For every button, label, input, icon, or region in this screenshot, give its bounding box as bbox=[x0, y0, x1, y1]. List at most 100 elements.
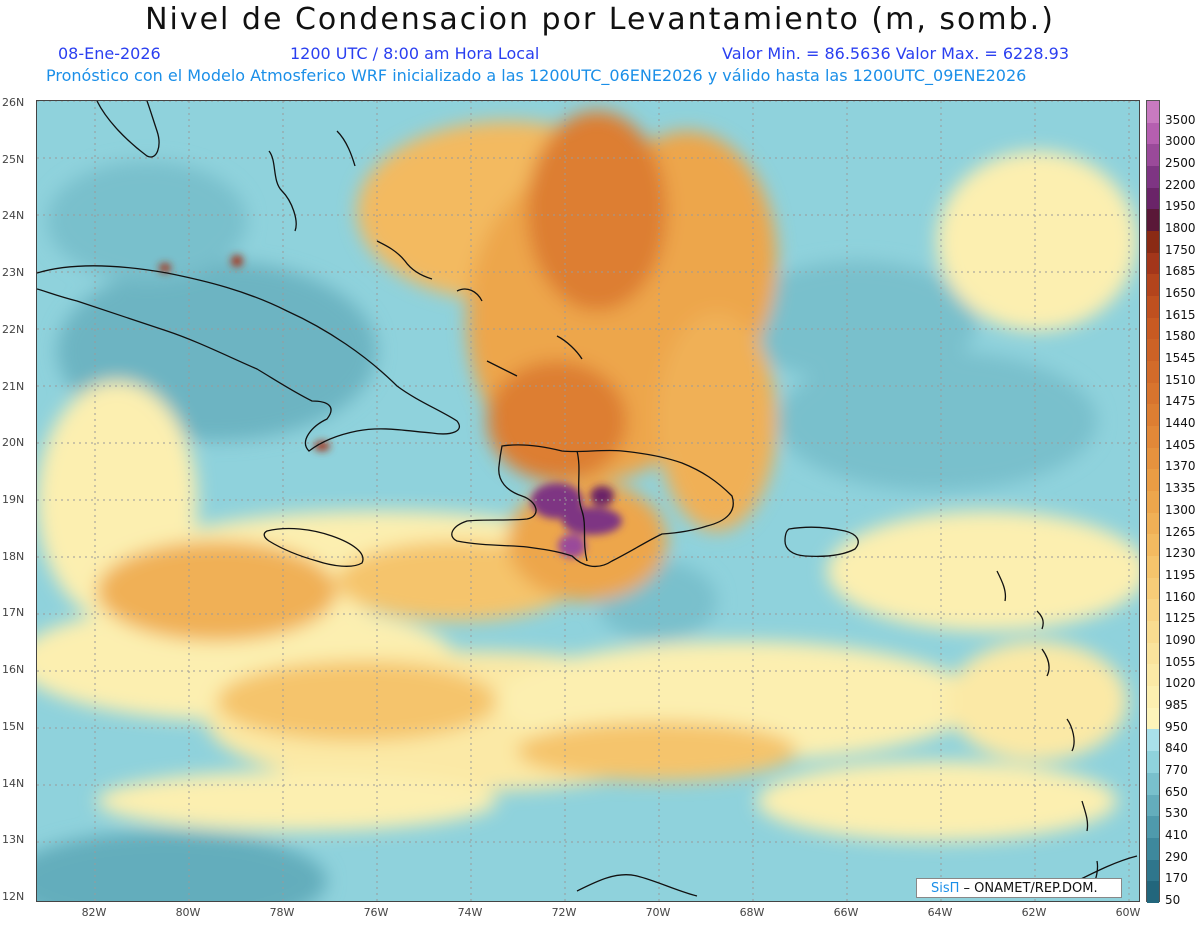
colorbar-segment bbox=[1147, 101, 1159, 123]
latitude-label: 21N bbox=[2, 379, 25, 393]
colorbar-label: 1510 bbox=[1165, 372, 1196, 387]
colorbar-segment bbox=[1147, 209, 1159, 232]
colorbar-label: 1300 bbox=[1165, 502, 1196, 517]
colorbar-segment bbox=[1147, 751, 1159, 773]
hispaniola-coast bbox=[451, 444, 734, 568]
colorbar-segment bbox=[1147, 816, 1159, 838]
latitude-label: 14N bbox=[2, 776, 25, 790]
colorbar-label: 530 bbox=[1165, 806, 1188, 821]
colorbar-label: 1615 bbox=[1165, 307, 1196, 322]
longitude-label: 66W bbox=[833, 906, 859, 919]
colorbar-label: 1750 bbox=[1165, 242, 1196, 257]
colorbar-segment bbox=[1147, 642, 1159, 665]
colorbar-label: 1020 bbox=[1165, 676, 1196, 691]
colorbar-segment bbox=[1147, 491, 1159, 513]
colorbar-segment bbox=[1147, 274, 1159, 297]
colorbar-segment bbox=[1147, 859, 1159, 882]
puerto-rico-coast bbox=[784, 526, 859, 557]
longitude-label: 68W bbox=[739, 906, 765, 919]
longitude-label: 76W bbox=[363, 906, 389, 919]
colorbar-label: 650 bbox=[1165, 784, 1188, 799]
latitude-label: 20N bbox=[2, 436, 25, 450]
longitude-label: 72W bbox=[551, 906, 577, 919]
map-canvas bbox=[36, 100, 1140, 902]
colorbar-segment bbox=[1147, 166, 1159, 188]
colorbar-segment bbox=[1147, 577, 1159, 600]
colorbar-segment bbox=[1147, 881, 1159, 903]
colorbar-segment bbox=[1147, 339, 1159, 362]
colorbar-segment bbox=[1147, 664, 1159, 687]
latitude-label: 12N bbox=[2, 890, 25, 903]
longitude-label: 70W bbox=[645, 906, 671, 919]
colorbar-segment bbox=[1147, 837, 1159, 860]
latitude-label: 26N bbox=[2, 96, 25, 109]
colorbar-label: 840 bbox=[1165, 741, 1188, 756]
colorbar-segment bbox=[1147, 729, 1159, 752]
colorbar-label: 1265 bbox=[1165, 524, 1196, 539]
colorbar-segment bbox=[1147, 469, 1159, 492]
latitude-label: 13N bbox=[2, 833, 25, 847]
colorbar-label: 3000 bbox=[1165, 134, 1196, 149]
colorbar-segment bbox=[1147, 404, 1159, 427]
colorbar-segment bbox=[1147, 621, 1159, 643]
latitude-label: 18N bbox=[2, 549, 25, 563]
latitude-label: 24N bbox=[2, 209, 25, 223]
date-label: 08-Ene-2026 bbox=[58, 44, 161, 63]
colorbar-label: 985 bbox=[1165, 697, 1188, 712]
colorbar-label: 2200 bbox=[1165, 177, 1196, 192]
latitude-label: 22N bbox=[2, 322, 25, 336]
colorbar-label: 1335 bbox=[1165, 481, 1196, 496]
colorbar-label: 410 bbox=[1165, 827, 1188, 842]
colorbar-label: 950 bbox=[1165, 719, 1188, 734]
latitude-label: 16N bbox=[2, 663, 25, 677]
colorbar-label: 1125 bbox=[1165, 611, 1196, 626]
colorbar bbox=[1146, 100, 1160, 903]
colorbar-label: 1545 bbox=[1165, 351, 1196, 366]
time-label: 1200 UTC / 8:00 am Hora Local bbox=[290, 44, 540, 63]
colorbar-segment bbox=[1147, 707, 1159, 730]
cuba-coast bbox=[37, 265, 460, 452]
longitude-label: 82W bbox=[81, 906, 107, 919]
colorbar-segment bbox=[1147, 187, 1159, 210]
colorbar-segment bbox=[1147, 686, 1159, 708]
colorbar-segment bbox=[1147, 361, 1159, 383]
longitude-label: 62W bbox=[1021, 906, 1047, 919]
value-range-label: Valor Min. = 86.5636 Valor Max. = 6228.9… bbox=[722, 44, 1070, 63]
antilles-coast bbox=[996, 570, 1099, 892]
map-field bbox=[37, 101, 1139, 901]
longitude-label: 78W bbox=[269, 906, 295, 919]
credit-box: SisΠ – ONAMET/REP.DOM. bbox=[916, 878, 1122, 898]
colorbar-segment bbox=[1147, 426, 1159, 448]
colorbar-segment bbox=[1147, 447, 1159, 470]
colorbar-label: 1685 bbox=[1165, 264, 1196, 279]
colorbar-label: 770 bbox=[1165, 762, 1188, 777]
colorbar-segment bbox=[1147, 534, 1159, 557]
page-title: Nivel de Condensacion por Levantamiento … bbox=[145, 2, 1055, 37]
colorbar-label: 1090 bbox=[1165, 632, 1196, 647]
longitude-label: 64W bbox=[927, 906, 953, 919]
latitude-label: 17N bbox=[2, 606, 25, 620]
map-grid bbox=[37, 101, 1139, 901]
forecast-info-label: Pronóstico con el Modelo Atmosferico WRF… bbox=[46, 66, 1027, 85]
jamaica-coast bbox=[263, 527, 364, 567]
credit-brand: SisΠ bbox=[931, 881, 960, 896]
colorbar-label: 170 bbox=[1165, 871, 1188, 886]
colorbar-label: 1195 bbox=[1165, 567, 1196, 582]
colorbar-label: 1055 bbox=[1165, 654, 1196, 669]
colorbar-label: 1650 bbox=[1165, 286, 1196, 301]
colorbar-segment bbox=[1147, 317, 1159, 340]
latitude-label: 25N bbox=[2, 152, 25, 166]
colorbar-segment bbox=[1147, 512, 1159, 535]
colorbar-segment bbox=[1147, 794, 1159, 817]
colorbar-label: 2500 bbox=[1165, 156, 1196, 171]
bahamas-coast bbox=[268, 130, 583, 377]
credit-text: – ONAMET/REP.DOM. bbox=[959, 881, 1098, 896]
longitude-label: 74W bbox=[457, 906, 483, 919]
colorbar-segment bbox=[1147, 599, 1159, 622]
colorbar-segment bbox=[1147, 122, 1159, 145]
colorbar-label: 3500 bbox=[1165, 112, 1196, 127]
colorbar-segment bbox=[1147, 144, 1159, 167]
longitude-label: 80W bbox=[175, 906, 201, 919]
colorbar-segment bbox=[1147, 296, 1159, 318]
colorbar-label: 1800 bbox=[1165, 221, 1196, 236]
